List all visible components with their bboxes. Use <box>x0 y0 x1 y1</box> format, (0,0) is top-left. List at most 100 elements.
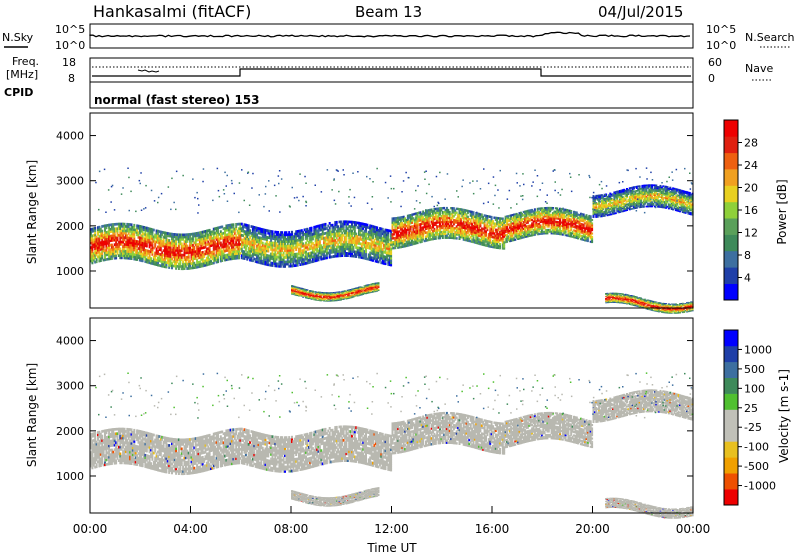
power-cell <box>480 231 483 234</box>
power-cell <box>411 221 413 224</box>
power-cell <box>152 255 155 259</box>
power-cell <box>236 252 239 255</box>
power-cell <box>524 234 527 237</box>
power-cell <box>458 237 461 240</box>
power-cell <box>471 212 474 216</box>
power-cell <box>282 265 285 268</box>
power-cell <box>218 248 221 252</box>
power-cell <box>161 260 164 263</box>
power-cell <box>514 218 517 221</box>
power-cell <box>441 222 444 226</box>
power-cell <box>235 254 238 258</box>
power-cell <box>187 235 190 239</box>
power-cell <box>182 244 185 248</box>
power-cell <box>143 226 145 229</box>
power-cell <box>406 242 409 245</box>
power-cell <box>145 238 148 241</box>
power-cell <box>231 257 233 261</box>
power-cell <box>332 228 335 231</box>
power-cell <box>217 237 219 241</box>
power-cell <box>395 226 398 230</box>
power-cell <box>338 234 341 237</box>
power-cell <box>338 245 341 249</box>
power-cell <box>422 234 425 237</box>
power-cell <box>342 222 345 226</box>
power-cell <box>554 210 557 213</box>
power-cell <box>183 251 186 255</box>
power-cell <box>307 252 310 255</box>
power-cell <box>254 260 257 263</box>
power-cell <box>303 233 306 236</box>
power-cell <box>429 214 432 218</box>
power-cell <box>119 247 122 251</box>
power-cell <box>497 217 500 220</box>
power-cell <box>462 216 465 220</box>
power-cell <box>450 222 453 226</box>
power-cell <box>173 233 176 236</box>
power-cell <box>274 244 277 247</box>
power-cell <box>519 233 522 236</box>
power-cell <box>540 219 543 222</box>
power-cell <box>479 232 482 236</box>
power-cell <box>444 214 447 218</box>
power-cell <box>479 238 482 242</box>
power-cell <box>274 262 277 265</box>
power-cell <box>531 208 534 211</box>
power-cell <box>305 250 307 254</box>
power-cell <box>148 241 151 244</box>
power-cell <box>168 234 171 238</box>
power-cell <box>458 211 461 215</box>
power-cell <box>260 245 263 249</box>
power-cell <box>151 259 154 263</box>
power-cell <box>510 229 513 232</box>
power-cell <box>533 211 536 214</box>
power-cell <box>384 237 387 241</box>
power-cell <box>416 216 419 219</box>
power-cell <box>219 230 222 233</box>
power-cell <box>285 247 288 250</box>
power-cell <box>91 259 94 262</box>
power-cell <box>327 224 330 228</box>
power-cell <box>517 227 520 230</box>
power-cell <box>200 262 203 266</box>
power-cell <box>496 238 499 242</box>
power-cell <box>432 214 434 217</box>
power-cell <box>376 230 379 234</box>
power-cell <box>129 254 132 258</box>
power-cell <box>471 226 474 229</box>
power-cell <box>385 233 388 237</box>
power-cell <box>328 249 331 252</box>
power-cell <box>538 207 541 210</box>
power-cell <box>122 236 125 239</box>
power-cell <box>194 234 197 238</box>
power-cell <box>110 254 113 258</box>
power-cell <box>228 251 231 254</box>
power-cell <box>476 212 479 215</box>
power-cell <box>351 250 353 253</box>
power-cell <box>186 237 189 241</box>
power-cell <box>224 229 226 232</box>
power-cell <box>413 226 416 229</box>
power-cell <box>381 232 384 236</box>
power-cell <box>497 229 500 232</box>
power-cell <box>355 237 358 240</box>
power-cell <box>130 237 133 240</box>
power-cell <box>191 266 194 270</box>
power-cell <box>236 236 239 240</box>
power-cell <box>444 220 447 224</box>
power-cell <box>367 242 370 245</box>
power-cell <box>450 212 453 216</box>
power-cell <box>518 234 521 237</box>
power-cell <box>306 239 309 242</box>
power-cell <box>299 258 302 262</box>
power-cell <box>94 256 97 259</box>
power-cell <box>397 238 400 241</box>
power-cell <box>204 230 207 233</box>
power-cell <box>189 246 192 250</box>
power-cell <box>458 233 461 237</box>
power-cell <box>397 218 400 222</box>
power-cell <box>441 218 444 222</box>
power-cell <box>126 238 129 242</box>
power-cell <box>550 208 553 211</box>
power-cell <box>136 228 139 232</box>
